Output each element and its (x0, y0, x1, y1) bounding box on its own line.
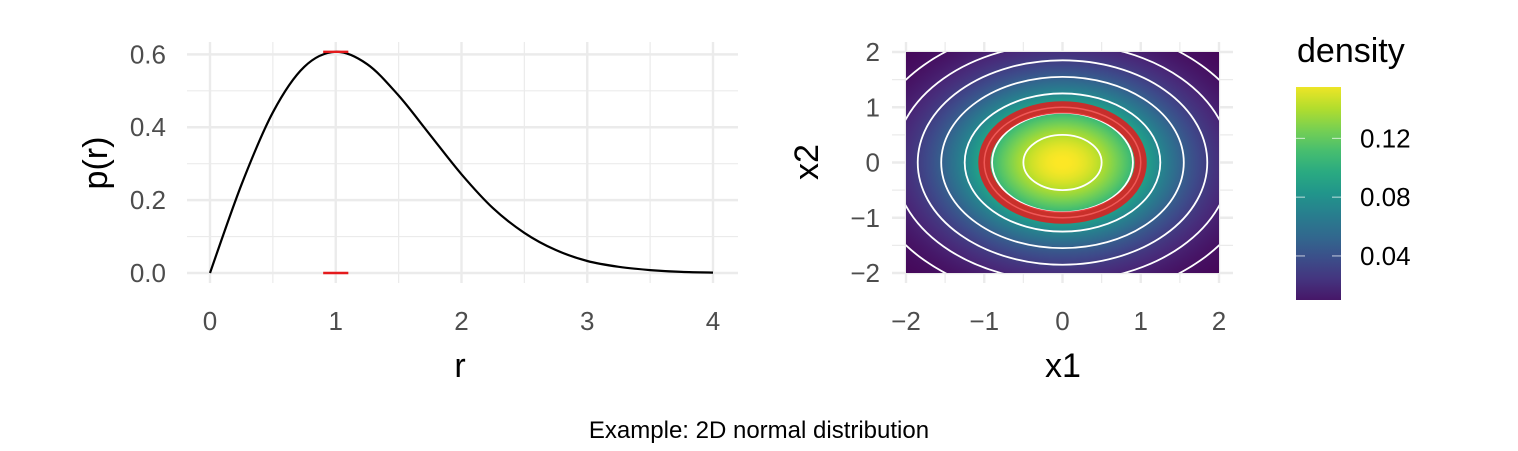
y-tick-label: 0.6 (130, 39, 166, 69)
heatmap-y-tick-labels: −2 −1 0 1 2 (850, 37, 880, 288)
contour-line (940, 75, 1185, 250)
curve-x-tick-labels: 0 1 2 3 4 (203, 306, 720, 336)
x-tick-label: 1 (1134, 306, 1148, 336)
curve-y-tick-labels: 0.0 0.2 0.4 0.6 (130, 39, 166, 288)
curve-gridlines (187, 42, 738, 283)
legend-ticks: 0.04 0.08 0.12 (1296, 123, 1411, 271)
density-curve-line (208, 50, 714, 274)
y-tick-label: 1 (866, 92, 880, 122)
contour-line (963, 92, 1162, 233)
heatmap-x-axis-title: x1 (1045, 347, 1081, 385)
legend-title: density (1297, 32, 1405, 70)
heatmap-x-tick-labels: −2 −1 0 1 2 (891, 306, 1226, 336)
highlight-ring-inner (983, 106, 1142, 219)
heatmap-fill (906, 52, 1219, 273)
y-tick-label: 0.2 (130, 185, 166, 215)
curve-y-axis-title: p(r) (77, 137, 115, 190)
y-tick-label: −1 (850, 203, 880, 233)
contour-line (916, 59, 1209, 266)
x-tick-label: 0 (203, 306, 217, 336)
y-tick-label: 0.0 (130, 258, 166, 288)
y-tick-label: 0.4 (130, 112, 166, 142)
curve-highlights (323, 50, 349, 275)
legend-tick-label: 0.12 (1360, 123, 1411, 153)
x-tick-label: −2 (891, 306, 921, 336)
y-tick-label: 0 (866, 148, 880, 178)
heatmap-y-axis-title: x2 (788, 144, 826, 180)
heatmap-panel: −2 −1 0 1 2 −2 −1 0 1 2 x1 x2 (788, 37, 1233, 385)
legend-colorbar (1296, 87, 1341, 300)
density-curve-panel: 0 1 2 3 4 0.0 0.2 0.4 0.6 r p(r) (77, 39, 738, 385)
x-tick-label: 1 (329, 306, 343, 336)
curve-line-group (208, 50, 714, 274)
x-tick-label: 3 (580, 306, 594, 336)
curve-x-axis-title: r (454, 347, 465, 385)
heatmap-highlight-ring (978, 101, 1147, 224)
x-tick-label: 2 (1212, 306, 1226, 336)
y-tick-label: 2 (866, 37, 880, 67)
y-tick-label: −2 (850, 258, 880, 288)
figure-caption: Example: 2D normal distribution (589, 417, 929, 444)
density-legend: density 0.04 0.08 0.12 (1296, 32, 1411, 300)
x-tick-label: −1 (969, 306, 999, 336)
x-tick-label: 2 (454, 306, 468, 336)
legend-tick-label: 0.04 (1360, 241, 1411, 271)
x-tick-label: 0 (1055, 306, 1069, 336)
contour-line (1022, 133, 1103, 192)
legend-tick-label: 0.08 (1360, 182, 1411, 212)
x-tick-label: 4 (706, 306, 720, 336)
